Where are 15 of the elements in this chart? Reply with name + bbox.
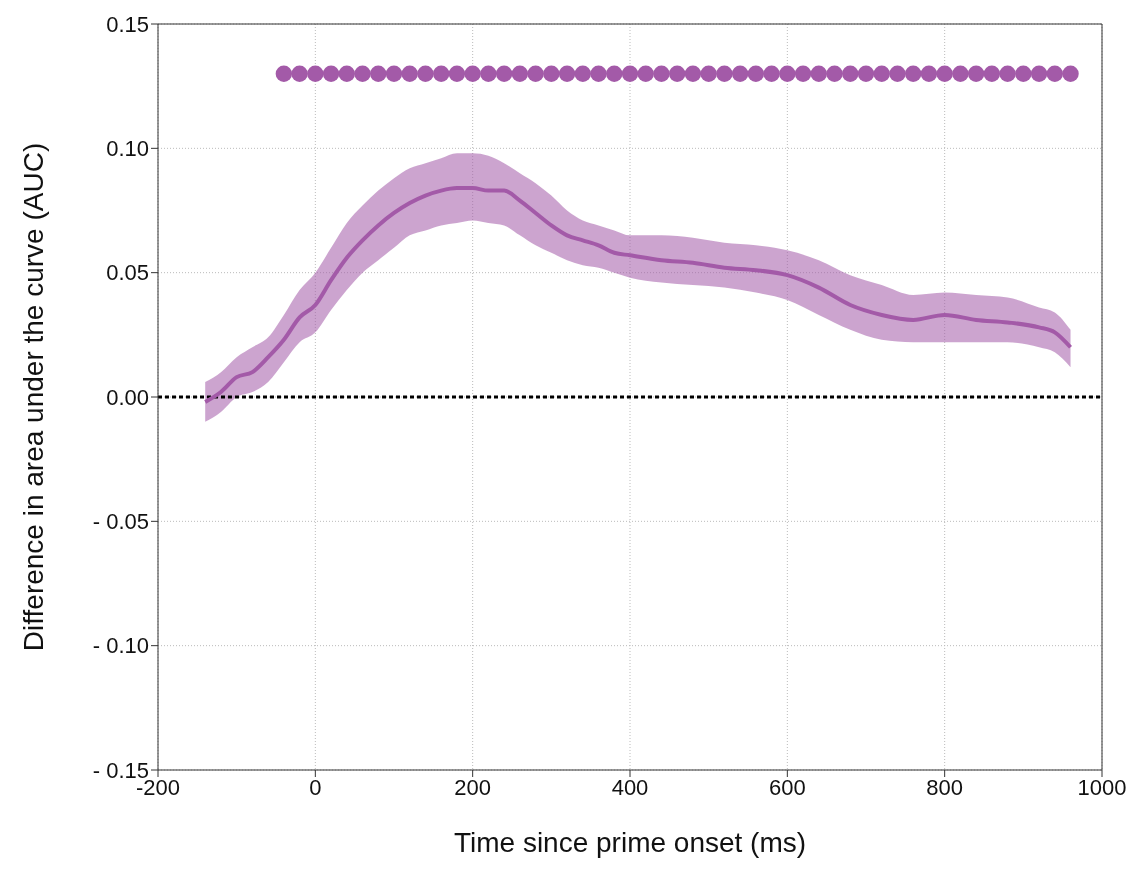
y-tick-label: 0.10: [106, 136, 149, 162]
x-tick-label: 600: [768, 774, 806, 800]
x-tick-label: 200: [454, 774, 492, 800]
x-tick-label: 1000: [1077, 774, 1127, 800]
line-series: [203, 186, 1073, 404]
x-tick-label: 400: [611, 774, 649, 800]
y-tick-label: - 0.05: [92, 509, 149, 535]
x-axis-title: Time since prime onset (ms): [453, 827, 807, 858]
y-tick-label: 0.00: [106, 384, 149, 410]
x-tick-label: 800: [926, 774, 964, 800]
y-axis-title: Difference in area under the curve (AUC): [17, 142, 49, 652]
x-tick-label: 0: [309, 774, 322, 800]
y-tick-label: 0.15: [106, 11, 149, 37]
y-tick-label: - 0.10: [92, 633, 149, 659]
y-tick-label: 0.05: [106, 260, 149, 286]
